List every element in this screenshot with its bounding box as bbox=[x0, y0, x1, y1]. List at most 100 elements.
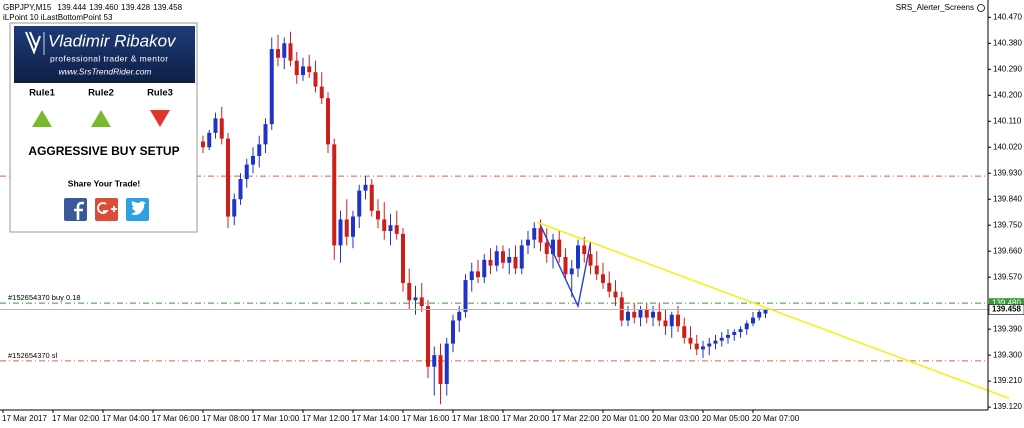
y-tick-label: 139.570 bbox=[993, 272, 1022, 281]
candle-body bbox=[763, 309, 768, 314]
candle-body bbox=[632, 311, 637, 318]
candle-body bbox=[594, 265, 599, 275]
x-tick-label: 17 Mar 20:00 bbox=[502, 414, 550, 423]
candle-body bbox=[238, 179, 243, 200]
candle-body bbox=[307, 66, 312, 73]
candle-body bbox=[638, 308, 643, 318]
candle-body bbox=[657, 311, 662, 321]
candle-body bbox=[588, 254, 593, 266]
candle-body bbox=[332, 144, 337, 246]
x-tick-label: 17 Mar 16:00 bbox=[402, 414, 450, 423]
high-label: 139.460 bbox=[89, 3, 118, 12]
brand-name: Vladimir Ribakov bbox=[48, 31, 177, 50]
candle-body bbox=[269, 49, 274, 125]
setup-label: AGGRESSIVE BUY SETUP bbox=[28, 144, 179, 158]
order-label: #152654370 sl bbox=[8, 351, 58, 360]
y-tick-label: 139.210 bbox=[993, 376, 1022, 385]
candle-body bbox=[713, 340, 718, 344]
signal-panel: Vladimir Ribakov professional trader & m… bbox=[9, 22, 198, 233]
candle-body bbox=[438, 355, 443, 385]
candle-body bbox=[369, 184, 374, 211]
axes: 140.470 140.380 140.290 140.200 140.110 140.0… bbox=[2, 12, 1024, 423]
candle-body bbox=[601, 274, 605, 283]
plot-area: #152654370 buy 0.18 #152654370 sl bbox=[0, 31, 1010, 405]
candle-body bbox=[619, 297, 624, 321]
candle-body bbox=[301, 66, 305, 76]
x-tick-label: 17 Mar 06:00 bbox=[152, 414, 200, 423]
candle-body bbox=[513, 256, 518, 269]
symbol-line: GBPJPY,M15 139.444 139.460 139.428 139.458 bbox=[3, 3, 183, 12]
x-tick-label: 20 Mar 01:00 bbox=[602, 414, 650, 423]
candle-body bbox=[276, 49, 280, 58]
candle-body bbox=[476, 271, 480, 278]
y-tick-label: 139.930 bbox=[993, 168, 1022, 177]
candle-body bbox=[676, 314, 680, 327]
rule-signal-arrow bbox=[150, 110, 170, 127]
candle-body bbox=[344, 219, 349, 237]
candle-body bbox=[694, 343, 699, 350]
candle-body bbox=[488, 259, 493, 266]
candle-body bbox=[688, 337, 693, 344]
y-tick-label: 140.290 bbox=[993, 64, 1022, 73]
x-tick-label: 17 Mar 18:00 bbox=[452, 414, 500, 423]
candle-body bbox=[626, 311, 630, 321]
x-tick-label: 20 Mar 07:00 bbox=[752, 414, 800, 423]
y-tick-label: 140.020 bbox=[993, 142, 1022, 151]
order-price-label: 139.480 bbox=[992, 298, 1021, 307]
candle-body bbox=[494, 251, 499, 266]
candle-body bbox=[544, 242, 549, 255]
brand-url: www.SrsTrendRider.com bbox=[58, 66, 151, 76]
candle-body bbox=[282, 43, 287, 58]
bid-price-label: 139.458 bbox=[992, 305, 1021, 314]
candle-body bbox=[482, 259, 487, 278]
candle-body bbox=[682, 326, 687, 338]
order-price-tag bbox=[989, 298, 1024, 309]
candle-body bbox=[613, 291, 618, 298]
y-tick-label: 139.120 bbox=[993, 402, 1022, 411]
candle-body bbox=[263, 124, 268, 145]
candle-body bbox=[226, 138, 230, 217]
y-tick-label: 140.470 bbox=[993, 12, 1022, 21]
y-tick-label: 139.300 bbox=[993, 350, 1022, 359]
candle-body bbox=[413, 297, 418, 301]
candle-body bbox=[576, 245, 580, 269]
y-tick-label: 139.750 bbox=[993, 220, 1022, 229]
trendline bbox=[537, 221, 1010, 400]
candle-body bbox=[426, 306, 430, 367]
candle-body bbox=[751, 317, 755, 324]
x-tick-label: 20 Mar 05:00 bbox=[702, 414, 750, 423]
candle-body bbox=[651, 311, 655, 318]
candle-body bbox=[444, 343, 449, 385]
facebook-glyph bbox=[74, 201, 84, 220]
x-tick-label: 17 Mar 04:00 bbox=[102, 414, 150, 423]
candle-body bbox=[644, 308, 649, 318]
candle-body bbox=[319, 86, 324, 99]
candle-body bbox=[244, 164, 249, 180]
candle-body bbox=[232, 199, 237, 217]
candle-body bbox=[532, 228, 537, 240]
candle-body bbox=[463, 280, 468, 312]
rules: Rule1 Rule2 Rule3 bbox=[29, 88, 173, 127]
candle-body bbox=[376, 210, 380, 220]
candle-body bbox=[738, 329, 743, 333]
x-tick-label: 17 Mar 22:00 bbox=[552, 414, 600, 423]
google-plus-glyph bbox=[97, 202, 117, 214]
candle-body bbox=[294, 60, 299, 76]
candle-body bbox=[457, 311, 462, 321]
rule-signal-arrow bbox=[32, 110, 52, 127]
candle-body bbox=[201, 141, 205, 148]
candle-body bbox=[357, 190, 362, 217]
expert-name: SRS_Alerter_Screens bbox=[896, 3, 974, 12]
candle-body bbox=[669, 314, 674, 327]
candle-body bbox=[701, 346, 705, 350]
y-tick-label: 140.380 bbox=[993, 38, 1022, 47]
rule-label: Rule3 bbox=[147, 88, 173, 99]
candle-body bbox=[519, 245, 524, 269]
x-tick-label: 20 Mar 03:00 bbox=[652, 414, 700, 423]
candle-body bbox=[607, 282, 612, 292]
zigzag bbox=[539, 224, 592, 309]
brand-tagline: professional trader & mentor bbox=[50, 53, 168, 63]
candle-body bbox=[419, 297, 424, 307]
candle-body bbox=[326, 98, 330, 145]
y-tick-label: 140.200 bbox=[993, 90, 1022, 99]
